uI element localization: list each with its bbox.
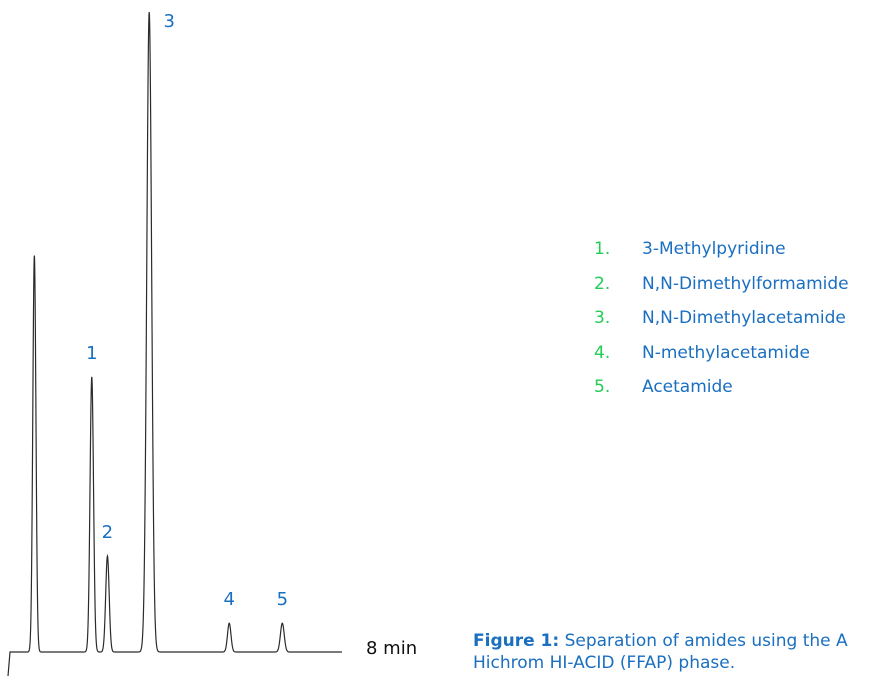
legend-name: 3-Methylpyridine <box>642 239 786 260</box>
caption-bold: Figure 1: <box>473 631 560 651</box>
legend-name: N,N-Dimethylformamide <box>642 273 849 294</box>
legend-item: 5. Acetamide <box>594 370 849 405</box>
peak-labels: 1 2 3 4 5 <box>86 11 288 610</box>
legend-number: 1. <box>594 239 611 260</box>
peak-label-1: 1 <box>86 343 97 364</box>
legend-number: 4. <box>594 342 611 363</box>
legend-name: N-methylacetamide <box>642 342 810 363</box>
legend-number: 2. <box>594 273 611 294</box>
compound-legend: 1. 3-Methylpyridine 2. N,N-Dimethylformami… <box>594 232 849 405</box>
legend-number: 3. <box>594 308 611 329</box>
legend-item: 3. N,N-Dimethylacetamide <box>594 301 849 336</box>
legend-number: 5. <box>594 377 611 398</box>
legend-name: N,N-Dimethylacetamide <box>642 308 846 329</box>
chromatogram-trace <box>7 11 342 677</box>
figure-caption: Figure 1: Separation of amides using the… <box>473 630 888 674</box>
legend-item: 4. N-methylacetamide <box>594 336 849 371</box>
x-axis-end-label: 8 min <box>366 638 417 659</box>
caption-line-2: Hichrom HI-ACID (FFAP) phase. <box>473 653 736 673</box>
legend-name: Acetamide <box>642 377 733 398</box>
caption-line-1: Separation of amides using the A <box>559 631 848 651</box>
peak-label-4: 4 <box>223 589 234 610</box>
legend-item: 2. N,N-Dimethylformamide <box>594 267 849 302</box>
peak-label-3: 3 <box>163 11 174 32</box>
peak-label-5: 5 <box>277 589 288 610</box>
peak-label-2: 2 <box>102 522 113 543</box>
legend-item: 1. 3-Methylpyridine <box>594 232 849 267</box>
